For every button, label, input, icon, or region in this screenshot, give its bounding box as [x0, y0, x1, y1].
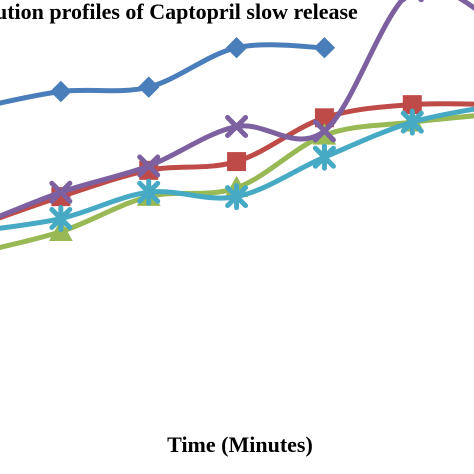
- chart-title: ution profiles of Captopril slow release: [0, 0, 358, 24]
- series-5-point-5: [312, 143, 336, 171]
- plot-area: [0, 0, 474, 250]
- series-2-point-4: [227, 152, 247, 172]
- series-1-point-5: [313, 36, 336, 59]
- series-5-point-2: [49, 205, 73, 233]
- series-4-point-5: [312, 119, 336, 143]
- series-4-point-4: [225, 115, 249, 139]
- series-4-point-2: [49, 180, 73, 204]
- series-5: [0, 106, 474, 233]
- series-1-point-2: [50, 80, 72, 103]
- series-1-line: [0, 42, 327, 106]
- series-4-point-3: [137, 154, 161, 178]
- series-1: [0, 36, 336, 106]
- x-axis-title: Time (Minutes): [167, 432, 313, 457]
- series-5-point-6: [400, 108, 424, 136]
- series-5-point-4: [225, 183, 249, 211]
- series-4: [0, 0, 474, 219]
- series-1-point-4: [225, 36, 248, 59]
- series-1-point-3: [138, 76, 160, 98]
- series-5-point-3: [137, 178, 161, 206]
- series-2: [0, 95, 474, 221]
